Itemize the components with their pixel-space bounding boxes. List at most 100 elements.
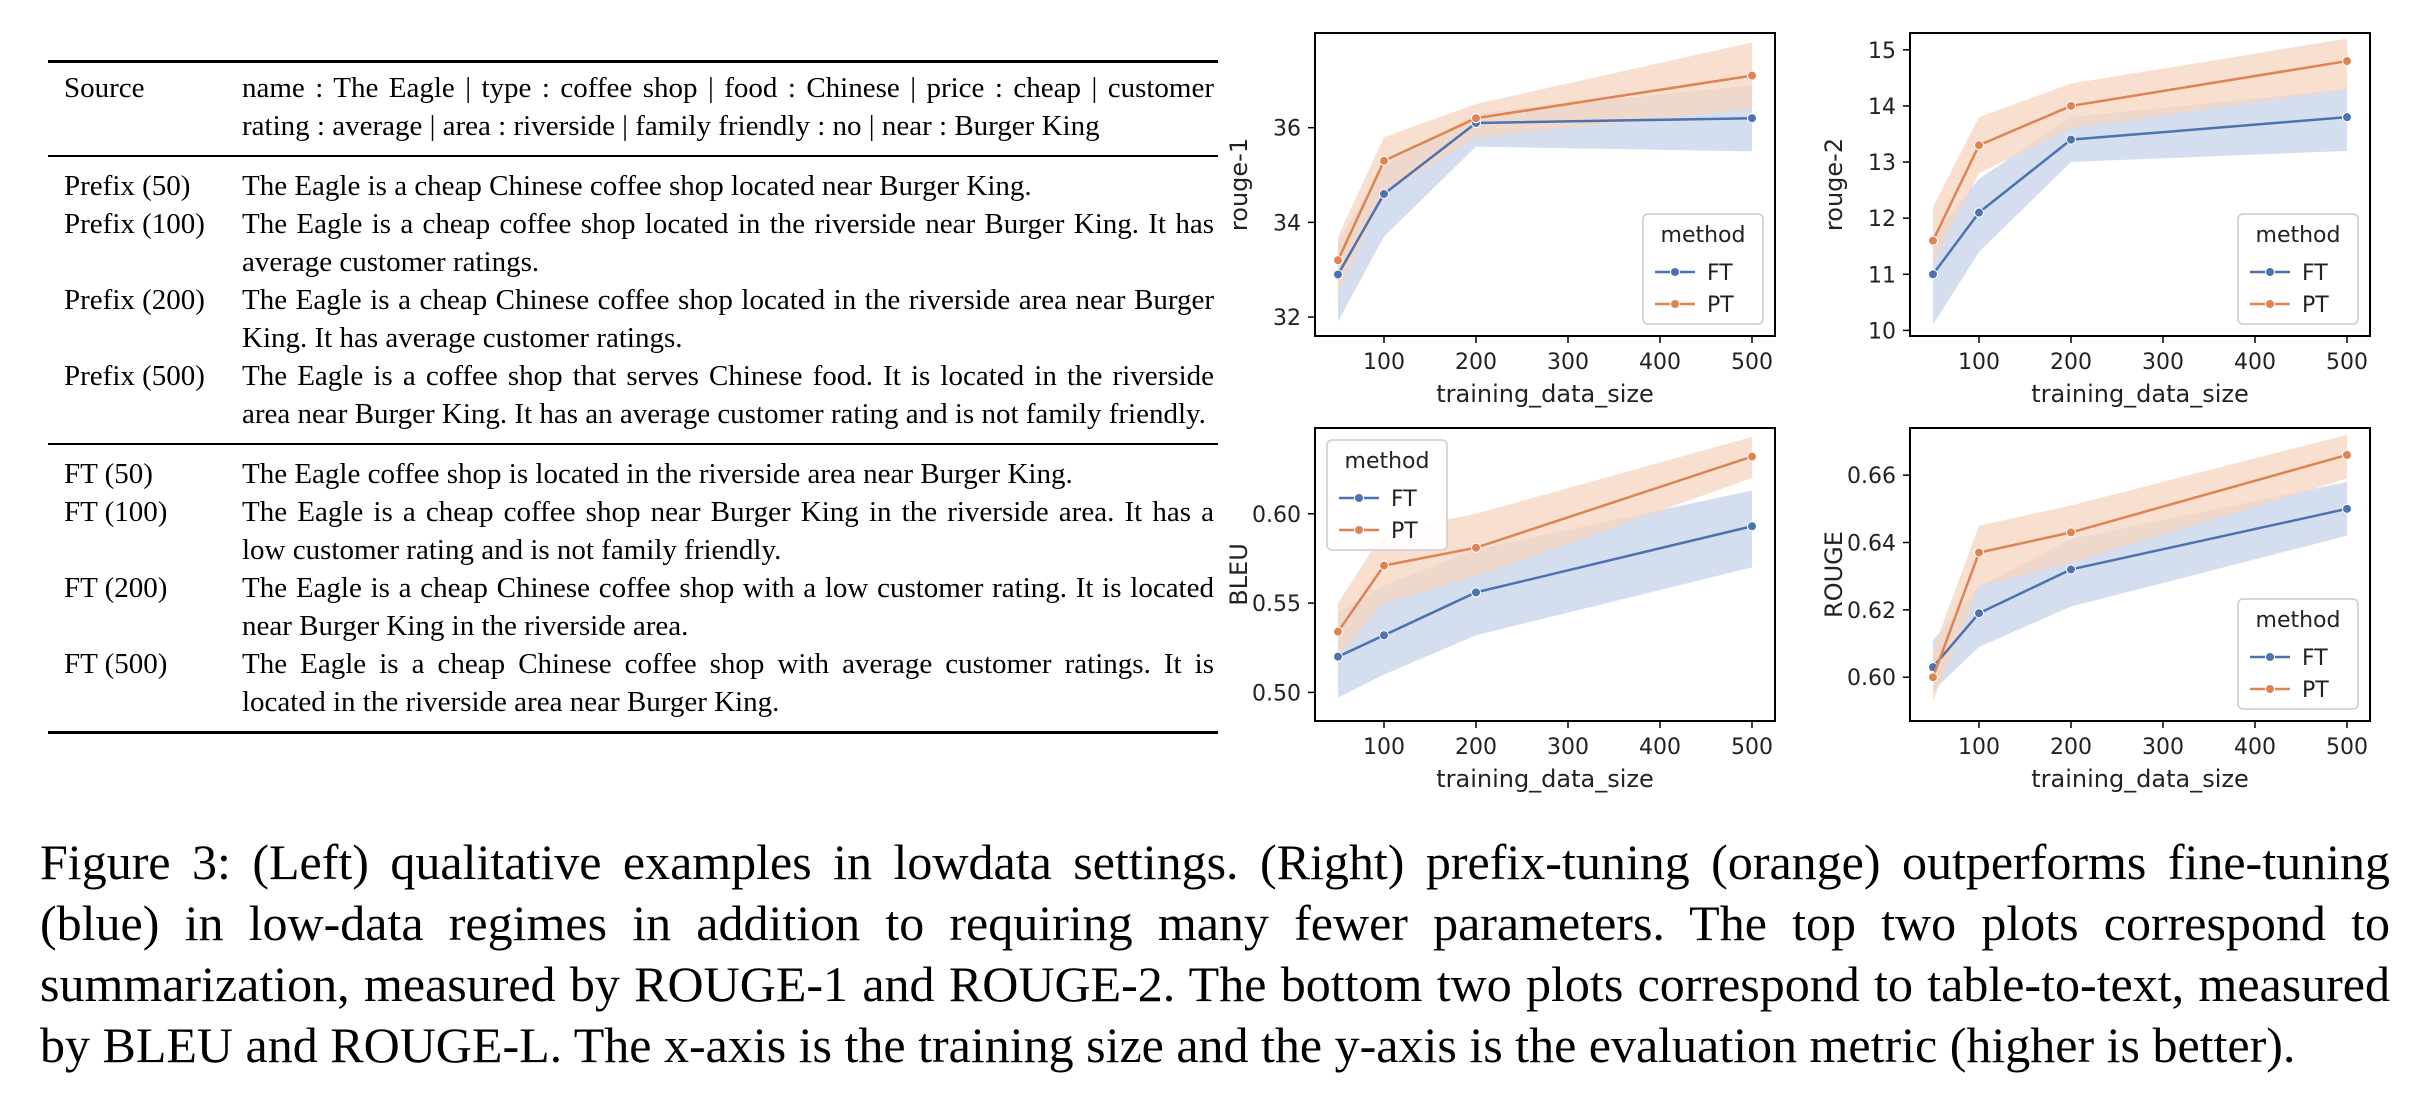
x-axis-label: training_data_size <box>2031 765 2249 793</box>
row-text: name : The Eagle | type : coffee shop | … <box>242 60 1218 156</box>
x-tick-label: 500 <box>1731 735 1773 760</box>
x-tick-label: 100 <box>1958 735 2000 760</box>
plot-frame <box>1314 427 1776 722</box>
y-tick-label: 0.60 <box>1252 503 1301 528</box>
data-point-pt <box>1974 140 1984 151</box>
legend-marker-ft <box>2265 652 2275 662</box>
row-text: The Eagle is a coffee shop that serves C… <box>242 360 1214 430</box>
series-line-ft <box>1336 116 1753 276</box>
legend: method FT PT <box>2237 213 2359 325</box>
x-tick-label: 300 <box>1547 735 1589 760</box>
x-tick-label: 500 <box>2326 350 2368 375</box>
confidence-band-ft <box>1338 490 1752 698</box>
y-tick-label: 12 <box>1868 207 1896 232</box>
series-line-pt <box>1336 455 1753 633</box>
data-point-ft <box>1974 207 1984 218</box>
series-line-pt <box>1931 59 2348 242</box>
table-row: FT (200) The Eagle is a cheap Chinese co… <box>48 569 1218 645</box>
x-tick-label: 500 <box>2326 735 2368 760</box>
x-tick-label: 400 <box>1639 735 1681 760</box>
data-point-pt <box>2342 449 2352 460</box>
legend: method FT PT <box>1326 439 1448 551</box>
x-tick-label: 200 <box>1455 350 1497 375</box>
data-point-ft <box>2066 564 2076 575</box>
series-line-ft <box>1931 115 2348 276</box>
row-text: The Eagle is a cheap coffee shop located… <box>242 208 1214 278</box>
y-tick-label: 0.60 <box>1847 666 1896 691</box>
series-line-pt <box>1336 74 1753 261</box>
table-row: FT (500) The Eagle is a cheap Chinese co… <box>48 645 1218 734</box>
x-axis-label: training_data_size <box>1436 380 1654 408</box>
data-point-pt <box>1974 547 1984 558</box>
legend-marker-pt <box>1354 525 1364 535</box>
chart-rouge-1: 100 200 300 400 500 32 34 36 training_data_size r… <box>1225 32 1776 408</box>
x-tick-label: 300 <box>1547 350 1589 375</box>
row-label: Source <box>48 60 242 156</box>
series-line-pt <box>1931 453 2348 678</box>
x-tick-label: 200 <box>2050 735 2092 760</box>
confidence-band-ft <box>1933 89 2347 325</box>
data-point-pt <box>1471 542 1481 553</box>
legend-entry-pt: PT <box>1391 519 1418 544</box>
legend-marker-pt <box>2265 299 2275 309</box>
figure-caption: Figure 3: (Left) qualitative examples in… <box>40 834 2390 1073</box>
y-tick-label: 13 <box>1868 151 1896 176</box>
row-text: The Eagle is a cheap Chinese coffee shop… <box>242 572 1214 642</box>
y-tick-label: 11 <box>1868 263 1896 288</box>
legend-entry-ft: FT <box>2302 261 2328 286</box>
table-row: Prefix (100) The Eagle is a cheap coffee… <box>48 205 1218 281</box>
x-tick-label: 300 <box>2142 735 2184 760</box>
data-point-ft <box>1928 269 1938 280</box>
data-point-ft <box>2342 112 2352 123</box>
data-point-pt <box>1928 672 1938 683</box>
x-tick-label: 200 <box>1455 735 1497 760</box>
row-label: FT (50) <box>48 443 242 493</box>
x-tick-label: 100 <box>1958 350 2000 375</box>
row-text: The Eagle coffee shop is located in the … <box>242 443 1218 493</box>
row-text: The Eagle is a cheap Chinese coffee shop… <box>242 645 1218 734</box>
qualitative-examples-table: Source name : The Eagle | type : coffee … <box>48 60 1218 734</box>
y-tick-label: 14 <box>1868 95 1896 120</box>
legend-entry-pt: PT <box>2302 293 2329 318</box>
legend-title: method <box>1661 223 1746 248</box>
legend-title: method <box>2256 223 2341 248</box>
legend: method FT PT <box>2237 598 2359 710</box>
x-tick-label: 100 <box>1363 735 1405 760</box>
legend-entry-ft: FT <box>1391 487 1417 512</box>
data-point-ft <box>1333 651 1343 662</box>
data-point-ft <box>1333 269 1343 280</box>
legend-marker-ft <box>1354 493 1364 503</box>
confidence-band-pt <box>1933 38 2347 264</box>
data-point-ft <box>2342 503 2352 514</box>
data-point-ft <box>1747 113 1757 124</box>
legend: method FT PT <box>1642 213 1764 325</box>
legend-box <box>1326 439 1448 551</box>
table-row: Prefix (50) The Eagle is a cheap Chinese… <box>48 155 1218 205</box>
data-point-pt <box>1333 255 1343 266</box>
data-point-pt <box>1379 155 1389 166</box>
y-tick-label: 15 <box>1868 39 1896 64</box>
row-text: The Eagle is a cheap coffee shop near Bu… <box>242 496 1214 566</box>
data-point-pt <box>2066 100 2076 111</box>
y-axis-label: BLEU <box>1225 543 1253 606</box>
confidence-band-pt <box>1338 42 1752 294</box>
y-tick-label: 32 <box>1273 306 1301 331</box>
legend-entry-ft: FT <box>1707 261 1733 286</box>
confidence-band-pt <box>1933 434 2347 701</box>
row-label: Prefix (100) <box>64 208 205 240</box>
data-point-ft <box>1747 521 1757 532</box>
x-tick-label: 400 <box>2234 735 2276 760</box>
data-point-ft <box>1379 630 1389 641</box>
plot-frame <box>1909 32 2371 337</box>
data-point-pt <box>2342 56 2352 67</box>
row-label: FT (500) <box>48 645 242 734</box>
table-row: Prefix (200) The Eagle is a cheap Chines… <box>48 281 1218 357</box>
x-tick-label: 300 <box>2142 350 2184 375</box>
y-tick-label: 0.50 <box>1252 681 1301 706</box>
row-label: Prefix (50) <box>48 155 242 205</box>
y-tick-label: 0.64 <box>1847 532 1896 557</box>
legend-marker-ft <box>2265 267 2275 277</box>
data-point-pt <box>1928 235 1938 246</box>
y-tick-label: 0.66 <box>1847 464 1896 489</box>
legend-box <box>2237 213 2359 325</box>
